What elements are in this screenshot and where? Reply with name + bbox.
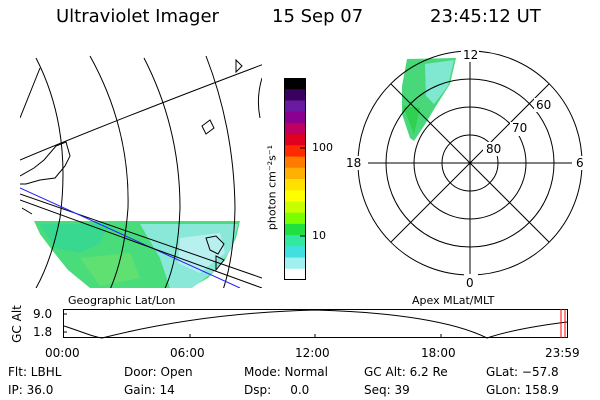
- polar-panel-caption: Apex MLat/MLT: [412, 294, 495, 307]
- color-bar-segment: [284, 235, 306, 247]
- color-bar-segment: [284, 167, 306, 180]
- mlat-label-60: 60: [536, 98, 552, 112]
- color-scale-ticks: [300, 147, 306, 237]
- color-bar-segment: [284, 257, 306, 270]
- color-tick-10: 10: [312, 229, 326, 242]
- timeline-ytick-1-8: 1.8: [33, 325, 53, 339]
- mlat-label-80: 80: [486, 142, 502, 156]
- status-door: Door: Open: [124, 365, 193, 379]
- color-bar-segment: [284, 78, 306, 90]
- color-bar-segment: [284, 122, 306, 135]
- color-scale-unit-label: photon cm⁻²s⁻¹: [265, 144, 279, 231]
- color-bar-segment: [284, 89, 306, 102]
- status-mode: Mode: Normal: [244, 365, 328, 379]
- gc-altitude-timeline: [63, 309, 568, 339]
- timeline-xtick-0600: 06:00: [170, 346, 205, 360]
- status-seq: Seq: 39: [364, 383, 410, 397]
- mlt-label-12: 12: [463, 48, 479, 62]
- status-gc-alt: GC Alt: 6.2 Re: [364, 365, 448, 379]
- mlt-label-18: 18: [346, 156, 362, 170]
- timeline-ylabel: GC Alt: [10, 305, 24, 343]
- mlt-label-6: 6: [576, 156, 584, 170]
- timeline-xtick-0000: 00:00: [45, 346, 80, 360]
- mlat-label-70: 70: [512, 121, 528, 135]
- mlt-label-0: 0: [466, 276, 474, 290]
- status-gain: Gain: 14: [124, 383, 175, 397]
- status-glat: GLat: −57.8: [486, 365, 559, 379]
- timeline-xtick-2359: 23:59: [545, 346, 580, 360]
- status-dsp: Dsp: 0.0: [244, 383, 310, 397]
- color-tick-100: 100: [312, 141, 333, 154]
- color-bar-segment: [284, 145, 306, 158]
- instrument-title: Ultraviolet Imager: [56, 6, 219, 27]
- color-bar-border: [284, 78, 306, 280]
- color-bar-segment: [284, 246, 306, 259]
- color-bar-segment: [284, 156, 306, 169]
- apex-polar-plot: [346, 48, 590, 288]
- current-time-marker: [560, 309, 566, 338]
- geo-panel-caption: Geographic Lat/Lon: [68, 294, 176, 307]
- color-bar-segment: [284, 212, 306, 225]
- timeline-xtick-1200: 12:00: [295, 346, 330, 360]
- status-filter: Flt: LBHL: [8, 365, 62, 379]
- color-bar-segment: [284, 201, 306, 214]
- color-scale-bar: [284, 78, 306, 280]
- color-bar-segment: [284, 100, 306, 113]
- time-label: 23:45:12 UT: [430, 6, 541, 27]
- color-bar-segment: [284, 190, 306, 203]
- color-bar-segment: [284, 179, 306, 191]
- color-bar-segment: [284, 134, 306, 146]
- color-bar-segment: [284, 223, 306, 236]
- status-ip: IP: 36.0: [8, 383, 54, 397]
- date-label: 15 Sep 07: [272, 6, 364, 27]
- timeline-ytick-9: 9.0: [33, 307, 53, 321]
- geographic-map: [20, 55, 262, 288]
- timeline-xtick-1800: 18:00: [421, 346, 456, 360]
- color-bar-segment: [284, 111, 306, 124]
- status-glon: GLon: 158.9: [486, 383, 559, 397]
- color-bar-segment: [284, 268, 306, 280]
